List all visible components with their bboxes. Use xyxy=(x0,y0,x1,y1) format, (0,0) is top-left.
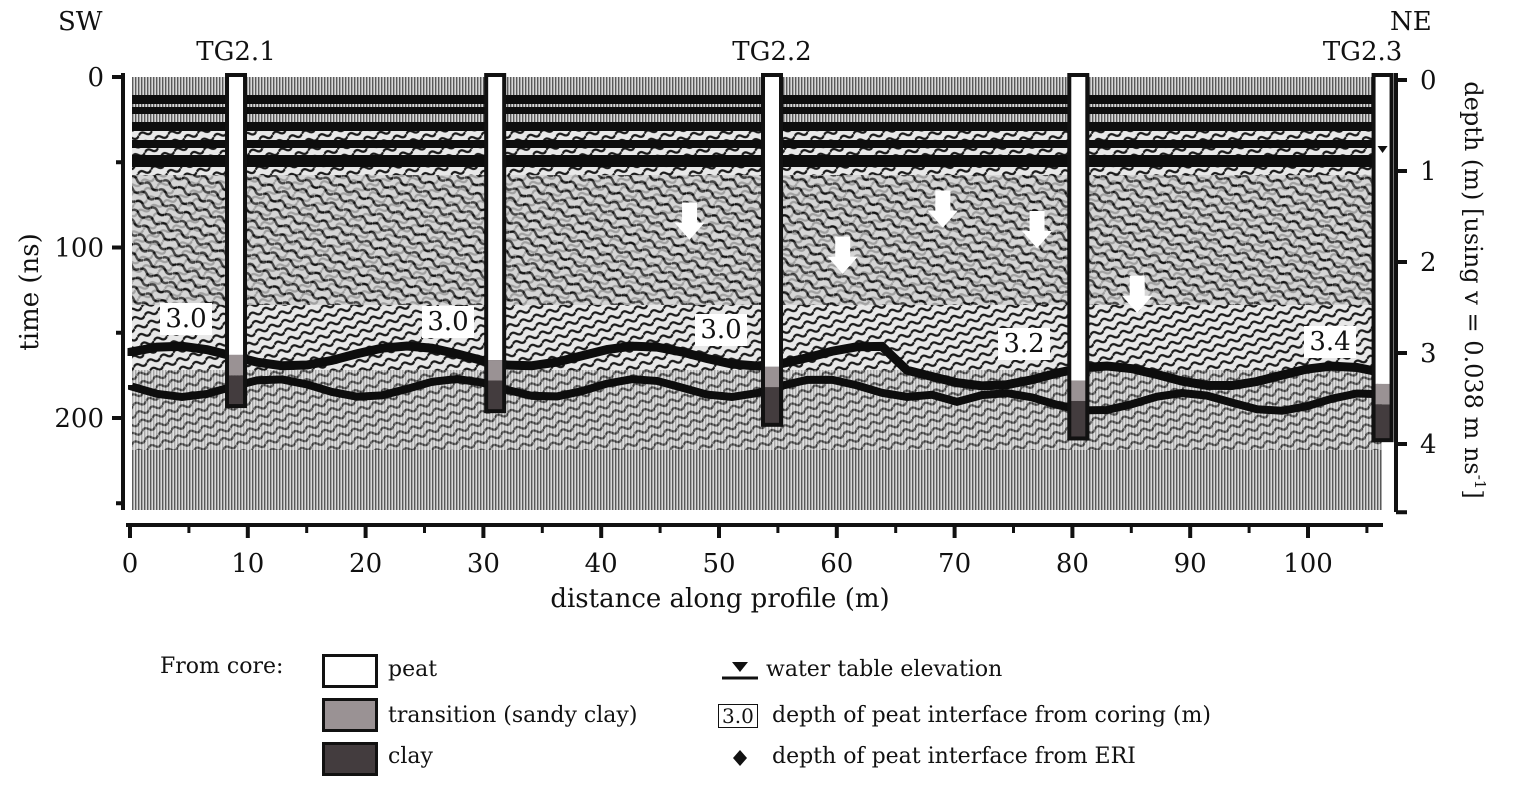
arrows-layer xyxy=(674,190,1153,314)
x-tick-label: 30 xyxy=(467,549,500,579)
core-transition-segment xyxy=(1069,380,1088,401)
x-tick-label: 20 xyxy=(349,549,382,579)
x-tick-label: 90 xyxy=(1174,549,1207,579)
core-transition-segment xyxy=(1373,383,1392,405)
reflector-lower xyxy=(128,374,1383,415)
y-axis-depth: 0 1 2 3 4 depth (m) [using v = 0.038 m ns-1] xyxy=(1394,66,1489,515)
core-clay-segment xyxy=(227,375,246,407)
legend-peat-label: peat xyxy=(388,657,438,682)
reflector-band xyxy=(132,122,1382,131)
core-outline xyxy=(225,73,248,409)
core-peat-segment xyxy=(1069,75,1088,381)
peat-depth-label: 3.0 xyxy=(427,307,468,337)
core-peat-segment xyxy=(486,75,505,361)
y-depth-tick-label: 3 xyxy=(1420,339,1437,369)
y-axis-time-label: time (ns) xyxy=(15,233,45,350)
y-time-tick-label: 100 xyxy=(54,234,104,264)
y-axis-time: 0 100 200 time (ns) xyxy=(15,63,125,510)
legend-coring-box: 3.0 xyxy=(718,704,758,730)
reflector-band xyxy=(132,155,1382,167)
core-outline xyxy=(1067,73,1090,441)
peat-depth-label: 3.0 xyxy=(165,304,206,334)
x-tick-label: 50 xyxy=(702,549,735,579)
core-peat-segment xyxy=(227,75,246,355)
water-table-icon xyxy=(722,662,758,680)
radargram xyxy=(127,77,1383,510)
core-2: 3.0 xyxy=(422,73,507,414)
core-transition-segment xyxy=(486,360,505,381)
legend-transition-swatch xyxy=(322,698,378,732)
peat-depth-label-box xyxy=(1304,326,1356,358)
legend-transition-label: transition (sandy clay) xyxy=(388,703,638,728)
core-peat-segment xyxy=(763,75,782,367)
core-outline xyxy=(761,73,784,427)
peat-depth-label-box xyxy=(422,306,474,338)
down-arrow-icon xyxy=(827,236,858,274)
x-tick-label: 100 xyxy=(1283,549,1333,579)
down-arrow-icon xyxy=(1021,211,1053,249)
x-tick-label: 80 xyxy=(1056,549,1089,579)
core-clay-segment xyxy=(486,380,505,412)
down-arrow-icon xyxy=(674,202,705,240)
x-tick-label: 60 xyxy=(820,549,853,579)
peat-depth-label: 3.0 xyxy=(700,315,741,345)
core-clay-segment xyxy=(1373,404,1392,441)
core-name-label: TG2.2 xyxy=(732,37,811,67)
reflector-band xyxy=(132,107,1382,114)
core-transition-segment xyxy=(227,354,246,376)
y-axis-depth-label: depth (m) [using v = 0.038 m ns-1] xyxy=(1459,81,1489,498)
core-clay-segment xyxy=(1069,400,1088,439)
core-clay-segment xyxy=(763,387,782,425)
reflector-band xyxy=(132,140,1382,148)
core-outline xyxy=(1371,73,1394,443)
core-name-label: TG2.1 xyxy=(196,37,275,67)
y-depth-tick-label: 0 xyxy=(1420,66,1437,96)
core-columns: TG2.1 3.0 3.0 TG2.2 3.0 3.2 TG2.3 3.4 xyxy=(160,37,1402,443)
core-1: TG2.1 3.0 xyxy=(160,37,276,409)
peat-depth-label: 3.4 xyxy=(1309,327,1350,357)
y-depth-tick-label: 1 xyxy=(1420,157,1437,187)
peat-depth-label: 3.2 xyxy=(1003,329,1044,359)
x-tick-label: 10 xyxy=(231,549,264,579)
legend-clay-label: clay xyxy=(388,744,433,769)
core-peat-segment xyxy=(1373,75,1392,384)
core-name-label: TG2.3 xyxy=(1323,37,1402,67)
legend-clay-swatch xyxy=(322,742,378,776)
x-tick-label: 40 xyxy=(585,549,618,579)
water-table-marker xyxy=(1377,146,1388,153)
y-time-tick-label: 200 xyxy=(54,404,104,434)
down-arrow-icon xyxy=(927,190,958,228)
x-tick-label: 70 xyxy=(938,549,971,579)
legend-eri-label: depth of peat interface from ERI xyxy=(772,744,1136,769)
peat-depth-label-box xyxy=(998,328,1050,360)
x-tick-label: 0 xyxy=(122,549,139,579)
y-time-tick-label: 0 xyxy=(87,63,104,93)
orientation-left: SW xyxy=(58,7,103,37)
down-arrow-icon xyxy=(1122,275,1153,314)
legend-from-core-label: From core: xyxy=(160,654,284,679)
legend-water-table-label: water table elevation xyxy=(766,657,1003,682)
core-transition-segment xyxy=(763,366,782,388)
y-depth-tick-label: 2 xyxy=(1420,248,1437,278)
core-3: TG2.2 3.0 xyxy=(695,37,812,427)
peat-depth-label-box xyxy=(695,314,747,346)
core-outline xyxy=(484,73,507,414)
y-depth-tick-label: 4 xyxy=(1420,430,1437,460)
x-axis-label: distance along profile (m) xyxy=(550,584,889,614)
reflector-peat-interface xyxy=(127,341,1383,391)
orientation-right: NE xyxy=(1390,7,1432,37)
x-axis: 0 10 20 30 40 50 60 70 80 90 100 distance along pr… xyxy=(122,523,1383,614)
core-5: TG2.3 3.4 xyxy=(1304,37,1402,443)
reflector-band xyxy=(132,95,1382,104)
core-4: 3.2 xyxy=(998,73,1090,441)
diamond-icon xyxy=(733,750,747,766)
legend-coring-label: depth of peat interface from coring (m) xyxy=(772,703,1211,728)
legend-peat-swatch xyxy=(322,654,378,688)
peat-depth-label-box xyxy=(160,303,212,335)
